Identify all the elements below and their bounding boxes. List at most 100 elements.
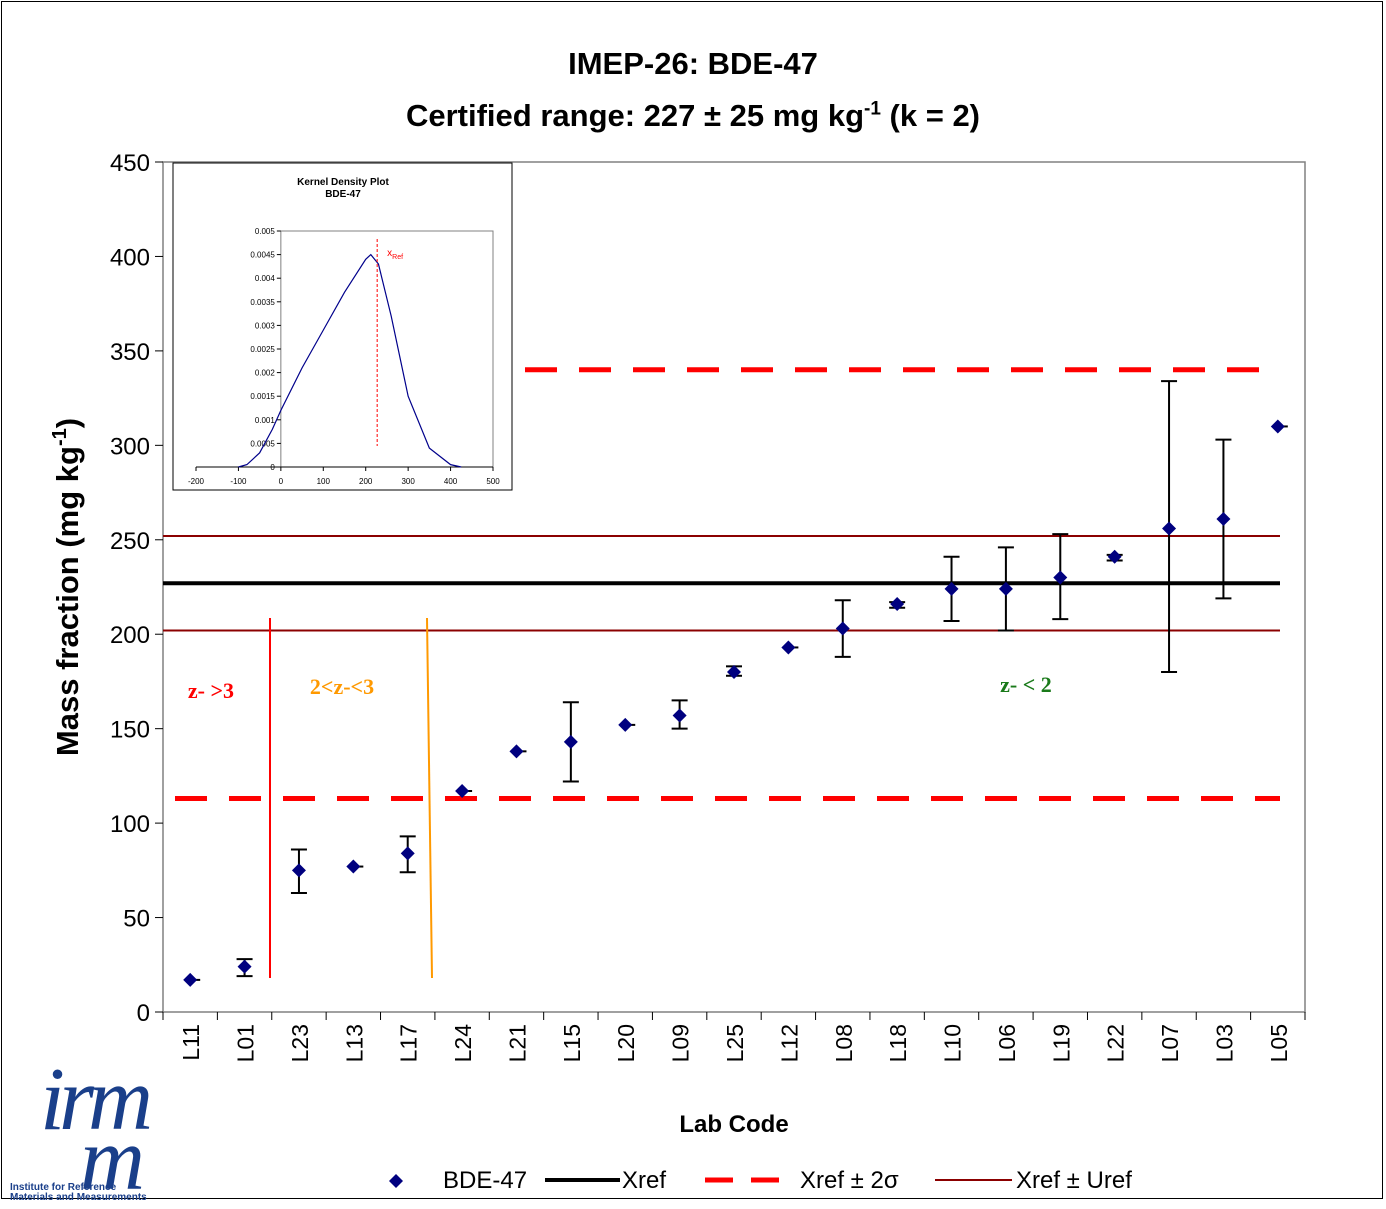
inset-title: Kernel Density Plot (297, 177, 389, 188)
logo-mark: irm (40, 1050, 153, 1149)
y-tick-label: 0 (137, 1000, 150, 1027)
data-point (1053, 570, 1068, 585)
logo-caption-line-1: Institute for Reference (10, 1182, 117, 1193)
y-tick-label: 300 (110, 433, 150, 460)
inset-y-tick-label: 0.0025 (250, 345, 275, 354)
data-point (1270, 419, 1285, 434)
subtitle-superscript: -1 (864, 98, 881, 120)
y-tick-label: 150 (110, 717, 150, 744)
chart-title: IMEP-26: BDE-47 (568, 46, 818, 81)
logo-mark-lower: m (80, 1110, 145, 1209)
inset-y-tick-label: 0.0045 (250, 251, 275, 260)
data-point (563, 734, 578, 749)
data-point (998, 581, 1013, 596)
data-point (455, 784, 470, 798)
data-point (183, 972, 198, 987)
legend-label-uref: Xref ± Uref (1016, 1167, 1132, 1194)
inset-x-tick-label: -200 (188, 477, 205, 486)
x-tick-label: L03 (1211, 1024, 1237, 1062)
inset-y-tick-label: 0 (270, 463, 275, 472)
legend-marker-bde47 (389, 1174, 403, 1188)
subtitle-tail: (k = 2) (880, 98, 981, 133)
x-tick-label: L20 (613, 1024, 639, 1062)
y-tick-label: 200 (110, 622, 150, 649)
legend-label-bde47: BDE-47 (443, 1167, 527, 1194)
x-tick-label: L09 (668, 1024, 694, 1062)
data-point (835, 621, 850, 636)
y-tick-label: 50 (123, 906, 150, 933)
y-tick-label: 400 (110, 244, 150, 271)
inset-x-tick-label: 200 (359, 477, 373, 486)
inset-x-tick-label: 400 (444, 477, 458, 486)
zone-label-z-under-2: z- < 2 (1000, 672, 1052, 697)
legend-label-xref: Xref (622, 1167, 666, 1194)
inset-x-tick-label: 500 (486, 477, 500, 486)
x-tick-label: L21 (504, 1024, 530, 1062)
y-axis-label: Mass fraction (mg kg-1) (49, 418, 85, 756)
x-tick-label: L25 (722, 1024, 748, 1062)
data-point (890, 597, 905, 611)
y-tick-label: 250 (110, 528, 150, 555)
data-point (727, 665, 741, 679)
x-tick-label: L22 (1103, 1024, 1129, 1062)
data-point (291, 863, 306, 878)
x-tick-label: L07 (1157, 1024, 1183, 1062)
inset-y-tick-label: 0.001 (255, 416, 276, 425)
plot-area (162, 161, 1306, 1013)
data-point (781, 640, 796, 655)
data-point (1162, 521, 1177, 536)
inset-y-tick-label: 0.003 (255, 321, 276, 330)
data-point (346, 859, 361, 874)
inset-x-tick-label: 100 (317, 477, 331, 486)
x-tick-label: L10 (940, 1024, 966, 1062)
inset-frame (172, 162, 513, 491)
chart-subtitle: Certified range: 227 ± 25 mg kg-1 (k = 2… (0, 98, 1386, 134)
data-point (1107, 549, 1122, 564)
inset-y-tick-label: 0.0035 (250, 298, 275, 307)
inset-y-tick-label: 0.005 (255, 227, 276, 236)
inset-x-tick-label: 300 (401, 477, 415, 486)
x-tick-label: L12 (776, 1024, 802, 1062)
inset-x-tick-label: 0 (279, 477, 284, 486)
x-tick-label: L15 (559, 1024, 585, 1062)
inset-y-tick-label: 0.004 (255, 274, 276, 283)
x-tick-label: L13 (341, 1024, 367, 1062)
data-point (618, 717, 633, 732)
x-tick-label: L01 (233, 1024, 259, 1062)
data-point (509, 744, 524, 759)
inset-density-curve (238, 253, 462, 468)
data-point (672, 708, 687, 723)
y-tick-label: 100 (110, 811, 150, 838)
inset-xref-label: xRef (387, 248, 403, 261)
zone-label-z3: z- >3 (188, 678, 234, 703)
inset-x-tick-label: -100 (230, 477, 247, 486)
x-tick-label: L17 (396, 1024, 422, 1062)
x-tick-label: L18 (885, 1024, 911, 1062)
x-axis-label: Lab Code (679, 1111, 788, 1138)
data-point (1216, 512, 1231, 526)
data-point (400, 846, 415, 861)
subtitle-main: Certified range: 227 ± 25 mg kg (405, 98, 865, 133)
logo-caption: Institute for Reference Materials and Me… (10, 1183, 190, 1203)
y-tick-label: 450 (110, 150, 150, 177)
y-tick-label: 350 (110, 339, 150, 366)
logo-caption-line-2: Materials and Measurements (10, 1192, 147, 1203)
x-tick-label: L24 (450, 1024, 476, 1063)
x-tick-label: L23 (287, 1024, 313, 1062)
x-tick-label: L06 (994, 1024, 1020, 1062)
zone-label-z2-3: 2<z-<3 (310, 674, 374, 699)
x-tick-label: L08 (831, 1024, 857, 1062)
zone-divider-z2 (426, 617, 433, 979)
irmm-logo: irm m Institute for Reference Materials … (10, 1055, 200, 1205)
legend-label-2sigma: Xref ± 2σ (800, 1167, 899, 1194)
inset-subtitle: BDE-47 (325, 189, 361, 200)
zone-label-background (164, 662, 264, 716)
x-tick-label: L11 (178, 1024, 204, 1061)
data-point (237, 959, 252, 974)
inset-y-tick-label: 0.002 (255, 369, 276, 378)
inset-y-tick-label: 0.0005 (250, 439, 275, 448)
x-tick-label: L05 (1266, 1024, 1292, 1062)
inset-y-tick-label: 0.0015 (250, 392, 275, 401)
